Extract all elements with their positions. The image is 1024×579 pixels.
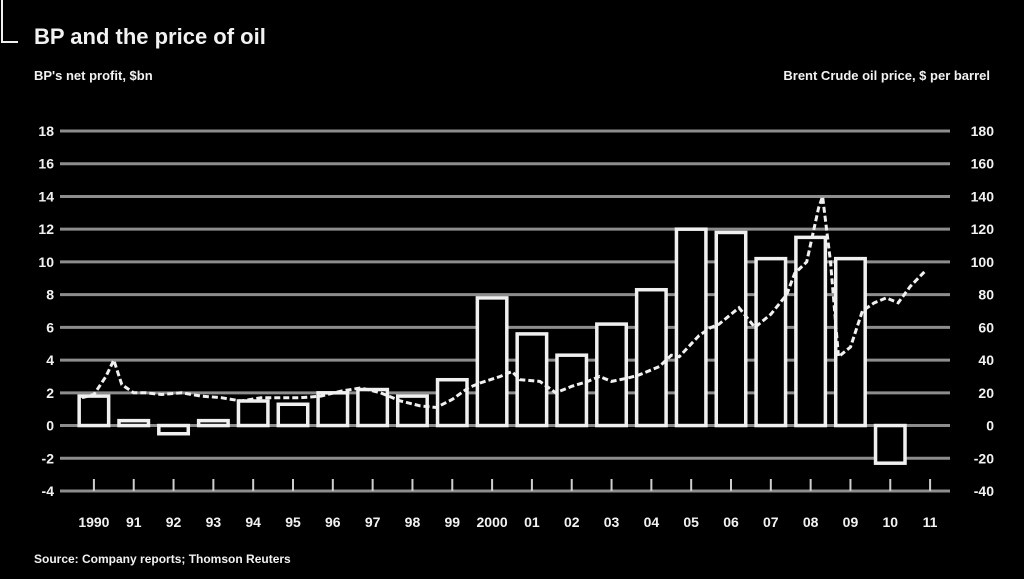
x-tick-label: 91 — [126, 514, 142, 530]
left-tick-label: 12 — [38, 221, 54, 237]
profit-bar — [714, 230, 748, 428]
profit-bar — [77, 394, 111, 428]
profit-bar — [794, 235, 828, 428]
x-tick-label: 11 — [923, 514, 938, 530]
x-tick-label: 09 — [843, 514, 859, 530]
profit-bar — [475, 296, 509, 428]
oil-price-path — [81, 196, 928, 410]
profit-bar — [873, 423, 907, 465]
right-tick-label: 80 — [978, 287, 994, 303]
x-tick-label: 96 — [325, 514, 341, 530]
left-tick-label: -2 — [42, 450, 55, 466]
x-tick-label: 2000 — [477, 514, 508, 530]
x-tick-label: 06 — [723, 514, 739, 530]
left-axis-label: BP's net profit, $bn — [34, 68, 153, 83]
left-tick-label: 4 — [46, 352, 54, 368]
x-tick-label: 94 — [245, 514, 261, 530]
x-tick-label: 99 — [444, 514, 460, 530]
left-tick-label: 16 — [38, 156, 54, 172]
x-tick-label: 04 — [644, 514, 660, 530]
profit-bar — [236, 399, 270, 428]
left-axis-ticks: -4 -2 0 2 4 6 8 10 12 14 16 18 — [38, 123, 54, 499]
left-tick-label: 8 — [46, 287, 54, 303]
x-tick-label: 10 — [882, 514, 898, 530]
right-tick-label: 140 — [971, 188, 995, 204]
profit-bar — [356, 387, 390, 428]
profit-bar — [674, 227, 708, 428]
x-tick-label: 03 — [604, 514, 620, 530]
right-tick-label: 20 — [978, 385, 994, 401]
chart-title: BP and the price of oil — [34, 24, 266, 49]
left-tick-label: -4 — [42, 483, 55, 499]
x-tick-label: 1990 — [78, 514, 109, 530]
left-tick-label: 14 — [38, 188, 54, 204]
right-tick-label: 60 — [978, 319, 994, 335]
profit-bar — [196, 418, 230, 428]
right-tick-label: 0 — [986, 418, 994, 434]
corner-mark — [1, 0, 18, 43]
profit-bar — [634, 287, 668, 428]
profit-bar — [595, 322, 629, 428]
x-tick-label: 98 — [405, 514, 421, 530]
right-tick-label: 120 — [971, 221, 995, 237]
x-tick-label: 95 — [285, 514, 301, 530]
x-tick-label: 07 — [763, 514, 779, 530]
right-tick-label: 180 — [971, 123, 995, 139]
profit-bar — [276, 402, 310, 428]
profit-bar — [754, 256, 788, 428]
left-tick-label: 0 — [46, 418, 54, 434]
x-tick-label: 97 — [365, 514, 381, 530]
profit-bar — [117, 418, 151, 428]
right-tick-label: 40 — [978, 352, 994, 368]
x-axis-ticks: 1990 91 92 93 94 95 96 97 98 99 2000 01 02 03 04 05 06 07… — [78, 479, 938, 530]
profit-bar — [833, 256, 867, 428]
left-tick-label: 18 — [38, 123, 54, 139]
left-tick-label: 2 — [46, 385, 54, 401]
profit-bar — [316, 391, 350, 428]
right-tick-label: 100 — [971, 254, 995, 270]
left-tick-label: 6 — [46, 319, 54, 335]
right-tick-label: -40 — [974, 483, 994, 499]
x-tick-label: 93 — [206, 514, 222, 530]
oil-price-line — [81, 196, 928, 410]
x-tick-label: 92 — [166, 514, 182, 530]
x-tick-label: 08 — [803, 514, 819, 530]
bar-series — [77, 227, 907, 465]
source-note: Source: Company reports; Thomson Reuters — [34, 552, 291, 566]
right-tick-label: 160 — [971, 156, 995, 172]
right-axis-label: Brent Crude oil price, $ per barrel — [783, 68, 990, 83]
x-tick-label: 02 — [564, 514, 580, 530]
x-tick-label: 01 — [524, 514, 540, 530]
profit-bar — [157, 423, 191, 436]
profit-bar — [435, 377, 469, 428]
right-tick-label: -20 — [974, 450, 994, 466]
right-axis-ticks: -40 -20 0 20 40 60 80 100 120 140 160 180 — [971, 123, 995, 499]
left-tick-label: 10 — [38, 254, 54, 270]
x-tick-label: 05 — [683, 514, 699, 530]
